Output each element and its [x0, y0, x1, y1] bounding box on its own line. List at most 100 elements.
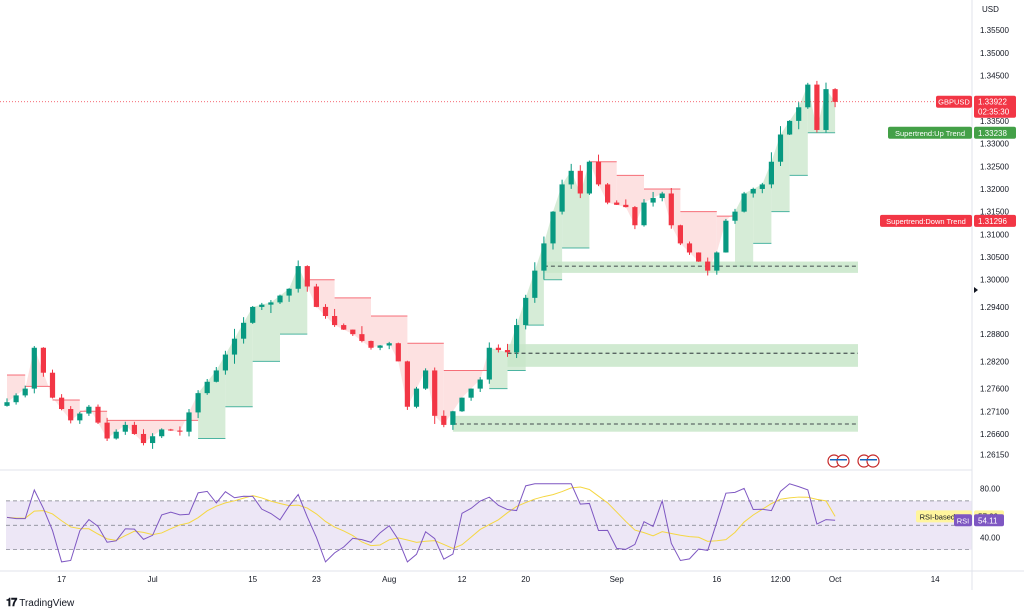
candle-body[interactable]	[495, 347, 501, 351]
candle-body[interactable]	[650, 198, 656, 203]
candle-body[interactable]	[486, 347, 492, 380]
candle-body[interactable]	[95, 406, 101, 423]
candle-body[interactable]	[459, 397, 465, 412]
candle-body[interactable]	[77, 413, 83, 421]
candle-body[interactable]	[159, 429, 165, 437]
candle-body[interactable]	[559, 184, 565, 212]
candle-body[interactable]	[322, 306, 329, 316]
candle-body[interactable]	[222, 354, 228, 371]
candle-body[interactable]	[514, 325, 520, 353]
candle-body[interactable]	[195, 393, 201, 413]
candle-body[interactable]	[504, 350, 511, 353]
candle-body[interactable]	[814, 84, 820, 130]
candle-body[interactable]	[823, 89, 829, 130]
candle-body[interactable]	[295, 266, 301, 289]
candle-body[interactable]	[150, 436, 156, 444]
candle-body[interactable]	[659, 193, 665, 199]
candle-body[interactable]	[404, 361, 410, 407]
candle-body[interactable]	[577, 170, 583, 194]
candle-body[interactable]	[341, 325, 347, 330]
candle-body[interactable]	[741, 193, 747, 212]
candle-body[interactable]	[432, 370, 438, 416]
candle-body[interactable]	[677, 225, 683, 244]
candle-body[interactable]	[313, 286, 319, 307]
candle-body[interactable]	[641, 202, 647, 226]
candle-body[interactable]	[568, 170, 574, 185]
candle-body[interactable]	[832, 89, 838, 102]
candle-body[interactable]	[22, 388, 28, 396]
candle-body[interactable]	[386, 343, 392, 346]
candle-body[interactable]	[395, 343, 401, 362]
price-tick-label: 1.32000	[980, 185, 1009, 194]
economic-event-icon[interactable]	[827, 454, 850, 468]
candle-body[interactable]	[377, 345, 383, 348]
candle-body[interactable]	[632, 207, 638, 226]
candle-body[interactable]	[122, 424, 128, 432]
candle-body[interactable]	[723, 220, 729, 253]
candle-body[interactable]	[204, 381, 210, 394]
supertrend-fill-up	[562, 161, 590, 248]
candle-body[interactable]	[423, 370, 429, 389]
candle-body[interactable]	[86, 406, 92, 414]
candle-body[interactable]	[468, 388, 474, 398]
candle-body[interactable]	[732, 211, 738, 221]
candle-body[interactable]	[541, 243, 547, 271]
candle-body[interactable]	[441, 415, 447, 425]
candle-body[interactable]	[241, 322, 247, 339]
candle-body[interactable]	[113, 431, 119, 439]
candle-body[interactable]	[605, 184, 611, 203]
candle-body[interactable]	[595, 161, 602, 185]
candle-body[interactable]	[705, 261, 711, 271]
candle-body[interactable]	[477, 379, 483, 389]
candle-body[interactable]	[805, 84, 811, 108]
candle-body[interactable]	[796, 107, 802, 121]
candle-body[interactable]	[231, 338, 238, 355]
candle-body[interactable]	[59, 397, 65, 410]
candle-body[interactable]	[213, 370, 219, 382]
economic-event-icon[interactable]	[857, 454, 880, 468]
candle-body[interactable]	[68, 409, 74, 421]
candle-body[interactable]	[686, 243, 693, 253]
candle-body[interactable]	[550, 211, 556, 244]
candle-body[interactable]	[140, 433, 147, 444]
candle-body[interactable]	[177, 430, 183, 432]
candle-body[interactable]	[768, 161, 774, 185]
candle-body[interactable]	[668, 193, 674, 226]
branding-name: TradingView	[19, 598, 75, 609]
candle-body[interactable]	[104, 422, 110, 439]
candle-body[interactable]	[759, 184, 765, 189]
candle-body[interactable]	[13, 395, 19, 403]
candle-body[interactable]	[532, 270, 538, 298]
candle-body[interactable]	[787, 120, 793, 135]
candle-body[interactable]	[450, 411, 456, 425]
candle-body[interactable]	[4, 402, 10, 406]
candle-body[interactable]	[40, 347, 46, 373]
candle-body[interactable]	[304, 266, 310, 287]
candle-body[interactable]	[368, 340, 374, 348]
scroll-arrow-icon[interactable]	[974, 287, 978, 293]
candle-body[interactable]	[332, 316, 338, 326]
candle-body[interactable]	[413, 388, 420, 407]
candle-body[interactable]	[750, 188, 756, 194]
candle-body[interactable]	[696, 252, 702, 262]
candle-body[interactable]	[250, 306, 256, 323]
candle-body[interactable]	[614, 202, 620, 205]
candle-body[interactable]	[586, 161, 592, 194]
candle-body[interactable]	[259, 304, 265, 307]
candle-body[interactable]	[623, 204, 629, 208]
tradingview-logo-icon: 𝟏𝟕	[6, 597, 17, 609]
candle-body[interactable]	[131, 424, 137, 434]
candle-body[interactable]	[168, 429, 174, 431]
candle-body[interactable]	[268, 302, 274, 305]
candle-body[interactable]	[359, 334, 365, 341]
candle-body[interactable]	[277, 295, 283, 303]
candle-body[interactable]	[523, 297, 529, 326]
candle-body[interactable]	[350, 329, 356, 335]
candle-body[interactable]	[31, 347, 37, 389]
candle-body[interactable]	[286, 288, 292, 296]
candle-body[interactable]	[714, 252, 720, 271]
candle-body[interactable]	[49, 372, 56, 398]
candle-body[interactable]	[777, 134, 784, 162]
candle-body[interactable]	[186, 412, 192, 432]
